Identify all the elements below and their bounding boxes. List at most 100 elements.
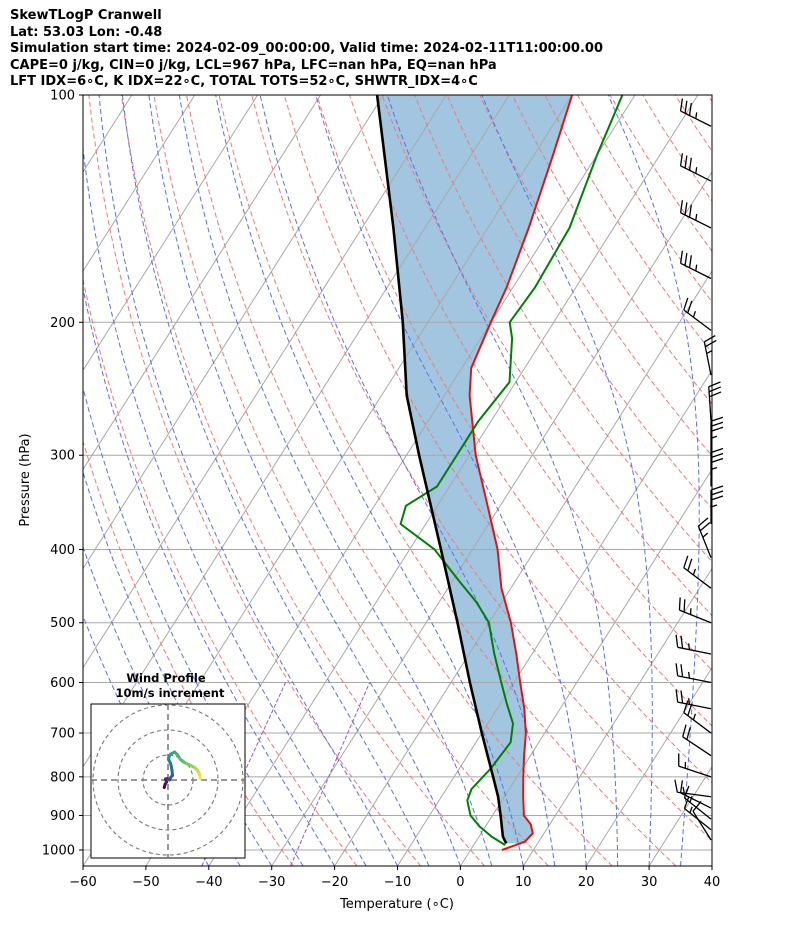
wind-barb-flag bbox=[678, 597, 681, 611]
indices-line-2: LFT IDX=6∘C, K IDX=22∘C, TOTAL TOTS=52∘C… bbox=[10, 74, 478, 89]
wind-barb-staff bbox=[683, 712, 712, 734]
wind-barb-flag bbox=[679, 153, 684, 166]
parcel-line bbox=[375, 95, 508, 844]
y-tick-label: 500 bbox=[50, 616, 75, 631]
isotherm-line bbox=[83, 95, 259, 372]
dry-adiabat bbox=[83, 439, 294, 866]
wind-barb-flag bbox=[710, 447, 724, 454]
wind-barb-staff bbox=[703, 341, 712, 376]
moist-adiabat bbox=[711, 861, 712, 866]
wind-barb bbox=[679, 250, 712, 280]
wind-barb-flag bbox=[704, 339, 717, 348]
wind-barb-flag bbox=[688, 255, 692, 268]
wind-barbs-layer bbox=[674, 98, 724, 841]
wind-barb-flag bbox=[684, 100, 688, 114]
wind-barb-halfflag bbox=[687, 671, 691, 679]
wind-barb-flag bbox=[697, 517, 709, 527]
wind-barb-staff bbox=[677, 646, 712, 655]
moist-adiabat bbox=[83, 285, 336, 866]
dry-adiabat bbox=[544, 95, 712, 354]
isotherm-line bbox=[334, 270, 712, 866]
wind-barb-flag bbox=[708, 381, 721, 388]
wind-barb-halfflag bbox=[695, 167, 698, 174]
location-line: Lat: 53.03 Lon: -0.48 bbox=[10, 24, 163, 40]
wind-barb-flag bbox=[710, 421, 724, 427]
x-tick-label: −50 bbox=[132, 875, 159, 890]
wind-barb bbox=[674, 779, 712, 798]
isotherm-line bbox=[83, 95, 384, 570]
wind-barb-flag bbox=[710, 490, 724, 496]
wind-barb-staff bbox=[682, 736, 712, 757]
y-tick-label: 600 bbox=[50, 676, 75, 691]
wind-barb-staff bbox=[677, 701, 712, 710]
cape-shading bbox=[377, 95, 573, 844]
wind-barb-flag bbox=[683, 297, 689, 311]
cape-shading-layer bbox=[377, 95, 573, 844]
moist-adiabat bbox=[148, 95, 461, 866]
moist-adiabat bbox=[178, 95, 493, 866]
axis-ticks-layer: −60 −50 −40 −30 −20 −10 0 10 20 30 40 100 200 300 400 5… bbox=[42, 89, 720, 891]
y-tick-label: 1000 bbox=[42, 844, 75, 859]
moist-adiabat bbox=[83, 143, 367, 866]
y-tick-label: 400 bbox=[50, 543, 75, 558]
hodograph-title: Wind Profile bbox=[126, 671, 206, 685]
wind-barb-flag bbox=[683, 785, 690, 799]
dry-adiabat bbox=[83, 277, 358, 866]
dry-adiabat bbox=[348, 95, 712, 671]
isotherm-line bbox=[0, 95, 6, 866]
hodograph-inset: Wind Profile 10m/s increment bbox=[90, 671, 246, 859]
wind-barb-flag bbox=[710, 495, 724, 501]
dry-adiabat bbox=[251, 95, 712, 842]
wind-barb-flag bbox=[686, 727, 691, 740]
x-tick-label: 40 bbox=[704, 875, 721, 890]
wind-barb bbox=[692, 801, 712, 841]
wind-barb bbox=[710, 447, 724, 487]
wind-barb bbox=[675, 689, 712, 710]
x-tick-label: 10 bbox=[515, 875, 532, 890]
x-tick-label: −60 bbox=[69, 875, 96, 890]
wind-barb-flag bbox=[687, 300, 693, 314]
x-tick-label: −10 bbox=[384, 875, 411, 890]
wind-barb-flag bbox=[679, 780, 684, 793]
dry-adiabat bbox=[674, 95, 712, 153]
x-tick-label: −40 bbox=[195, 875, 222, 890]
wind-barb-flag bbox=[704, 334, 716, 343]
moist-adiabat bbox=[83, 470, 273, 866]
wind-barb bbox=[703, 334, 717, 376]
wind-barb-flag bbox=[680, 664, 684, 677]
wind-barb-flag bbox=[692, 801, 702, 812]
wind-barb-flag bbox=[675, 689, 679, 703]
isotherm-line bbox=[83, 95, 447, 669]
chart-title: SkewTLogP Cranwell bbox=[10, 8, 162, 23]
mixing-ratio-line bbox=[290, 682, 371, 866]
y-tick-label: 300 bbox=[50, 449, 75, 464]
dry-adiabat bbox=[642, 95, 712, 202]
wind-barb-staff bbox=[677, 675, 712, 684]
wind-barb-flag bbox=[687, 558, 693, 571]
wind-barb-halfflag bbox=[692, 713, 697, 721]
wind-barb-staff bbox=[683, 309, 712, 331]
wind-barb-staff bbox=[684, 797, 712, 820]
wind-barb-staff bbox=[697, 525, 712, 558]
moist-adiabat bbox=[607, 95, 700, 866]
wind-barb-halfflag bbox=[695, 264, 698, 271]
wind-barb-flag bbox=[675, 663, 679, 676]
wind-barb-flag bbox=[682, 724, 687, 737]
isotherm-line bbox=[83, 95, 321, 471]
dewpoint-line bbox=[399, 95, 624, 846]
wind-barb-halfflag bbox=[695, 213, 698, 221]
wind-barb-staff bbox=[708, 386, 712, 421]
dry-adiabat bbox=[316, 95, 712, 727]
wind-barb-halfflag bbox=[706, 349, 713, 355]
moist-adiabat bbox=[386, 95, 619, 866]
isotherm-line bbox=[648, 765, 712, 866]
background-lines-layer bbox=[0, 95, 712, 866]
wind-barb bbox=[710, 485, 724, 524]
wind-barb-flag bbox=[688, 102, 692, 116]
wind-barb-flag bbox=[679, 98, 684, 112]
wind-barb-flag bbox=[710, 452, 724, 459]
indices-line-1: CAPE=0 j/kg, CIN=0 j/kg, LCL=967 hPa, LF… bbox=[10, 57, 497, 73]
wind-barb-halfflag bbox=[692, 310, 697, 318]
x-tick-label: 20 bbox=[578, 875, 595, 890]
wind-barb-flag bbox=[675, 634, 679, 648]
